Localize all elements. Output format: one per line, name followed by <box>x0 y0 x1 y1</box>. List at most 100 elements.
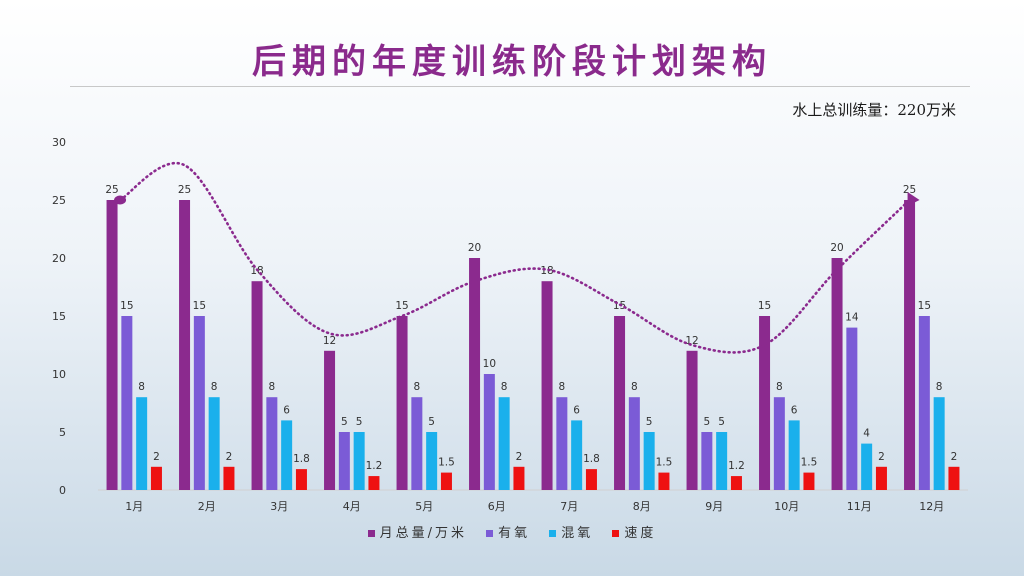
bar <box>948 466 960 490</box>
legend-swatch-total <box>367 530 375 537</box>
data-label: 8 <box>501 381 508 393</box>
data-label: 8 <box>936 381 943 393</box>
data-label: 8 <box>211 381 218 393</box>
data-label: 8 <box>414 381 421 393</box>
y-tick-label: 5 <box>59 426 66 439</box>
legend-swatch-speed <box>612 530 620 537</box>
bar <box>904 200 916 490</box>
legend-label-mixed: 混氧 <box>561 526 594 541</box>
y-tick-label: 30 <box>52 136 66 149</box>
bar <box>730 476 742 490</box>
data-label: 5 <box>646 416 653 428</box>
bar <box>831 258 843 490</box>
bar <box>208 397 220 490</box>
x-tick-label: 1月 <box>125 500 143 513</box>
bar <box>295 469 307 490</box>
legend-swatch-aerobic <box>486 530 494 537</box>
data-label: 2 <box>516 451 523 463</box>
data-label: 10 <box>483 358 496 370</box>
x-tick-label: 5月 <box>415 500 433 513</box>
data-label: 8 <box>138 381 145 393</box>
bar <box>498 397 510 490</box>
data-label: 15 <box>918 300 931 312</box>
y-tick-label: 10 <box>52 368 66 381</box>
bar <box>150 466 162 490</box>
bar <box>686 350 698 490</box>
x-tick-label: 9月 <box>705 500 723 513</box>
data-label: 8 <box>269 381 276 393</box>
legend-item-speed: 速度 <box>612 522 656 541</box>
bar <box>193 316 205 490</box>
legend-item-mixed: 混氧 <box>549 522 593 541</box>
x-tick-label: 12月 <box>919 500 944 513</box>
legend-item-total: 月总量/万米 <box>367 522 467 541</box>
data-label: 14 <box>845 312 859 324</box>
bar <box>121 316 133 490</box>
total-volume-note: 水上总训练量：220万米 <box>792 101 956 119</box>
bar <box>251 281 263 490</box>
data-label: 25 <box>903 184 916 196</box>
x-tick-label: 8月 <box>633 500 651 513</box>
bar <box>585 469 597 490</box>
data-label: 15 <box>758 300 771 312</box>
data-label: 1.8 <box>583 453 600 465</box>
bar <box>759 316 771 490</box>
data-label: 8 <box>776 381 783 393</box>
bar <box>803 472 815 490</box>
trend-line-end-arrow <box>907 192 920 206</box>
x-tick-label: 6月 <box>488 500 506 513</box>
data-label: 2 <box>951 451 958 463</box>
data-label: 20 <box>830 242 843 254</box>
legend-item-aerobic: 有氧 <box>486 522 530 541</box>
data-label: 2 <box>226 451 233 463</box>
bar <box>338 432 350 490</box>
legend-label-total: 月总量/万米 <box>379 526 467 541</box>
bar <box>469 258 481 490</box>
bar <box>846 327 858 490</box>
trend-line-start-marker <box>114 195 127 205</box>
data-label: 1.2 <box>366 460 383 472</box>
bar <box>513 466 525 490</box>
data-label: 5 <box>428 416 435 428</box>
bar <box>556 397 568 490</box>
bar <box>281 420 293 490</box>
data-label: 1.5 <box>801 457 818 469</box>
page-title: 后期的年度训练阶段计划架构 <box>252 42 772 82</box>
data-label: 12 <box>685 335 698 347</box>
data-label: 8 <box>559 381 566 393</box>
bar <box>353 432 365 490</box>
bar <box>614 316 626 490</box>
title-divider <box>70 86 970 87</box>
bar <box>396 316 408 490</box>
data-label: 2 <box>878 451 885 463</box>
bar <box>918 316 930 490</box>
data-label: 15 <box>193 300 206 312</box>
data-label: 1.5 <box>656 457 673 469</box>
data-label: 5 <box>704 416 711 428</box>
y-tick-label: 20 <box>52 252 66 265</box>
bar <box>179 200 191 490</box>
bar <box>106 200 118 490</box>
bar <box>483 374 495 490</box>
legend-label-speed: 速度 <box>624 526 657 541</box>
bar <box>426 432 438 490</box>
bar <box>223 466 235 490</box>
bar <box>701 432 713 490</box>
y-tick-label: 25 <box>52 194 66 207</box>
bar <box>324 350 336 490</box>
bar <box>411 397 423 490</box>
bar <box>571 420 583 490</box>
data-label: 4 <box>863 428 870 440</box>
data-label: 18 <box>540 265 553 277</box>
bar <box>933 397 945 490</box>
data-label: 20 <box>468 242 481 254</box>
y-tick-label: 0 <box>59 484 66 497</box>
bar <box>368 476 380 490</box>
data-label: 15 <box>395 300 408 312</box>
y-tick-label: 15 <box>52 310 66 323</box>
bar <box>643 432 655 490</box>
data-label: 1.8 <box>293 453 310 465</box>
x-tick-label: 4月 <box>343 500 361 513</box>
bar <box>861 443 873 490</box>
data-label: 1.2 <box>728 460 745 472</box>
